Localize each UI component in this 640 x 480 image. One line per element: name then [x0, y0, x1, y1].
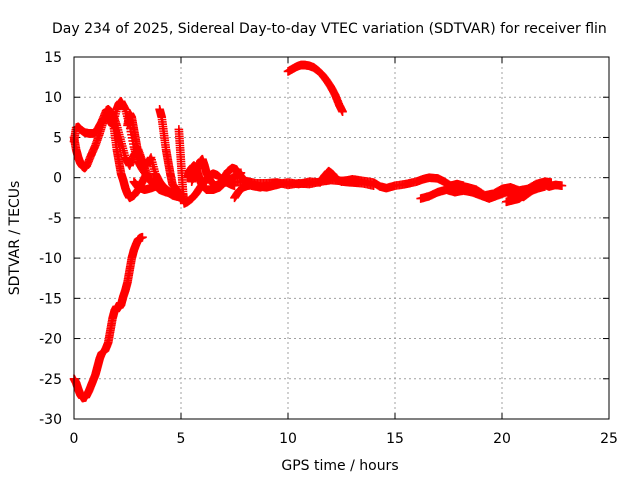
y-tick-label: -10 — [39, 251, 62, 267]
series-arc-f — [155, 104, 186, 199]
series-arc-m — [337, 173, 468, 193]
y-axis-label: SDTVAR / TECUs — [7, 181, 23, 296]
tick-labels: 0 5 10 15 20 25 15 10 5 0 -5 -10 -15 -20 -25 -30 — [39, 50, 618, 447]
data-point — [142, 169, 152, 178]
data-point — [138, 232, 147, 242]
series-arc-p — [501, 182, 550, 207]
x-tick-label: 5 — [177, 431, 186, 447]
y-tick-label: -30 — [39, 412, 62, 428]
grid — [74, 57, 609, 419]
y-tick-label: 5 — [53, 130, 62, 146]
x-tick-label: 15 — [386, 431, 404, 447]
y-tick-label: 0 — [53, 171, 62, 187]
y-tick-label: -5 — [48, 211, 62, 227]
plot-area — [69, 60, 567, 403]
x-tick-label: 20 — [493, 431, 511, 447]
series-arc-low — [69, 232, 147, 403]
series-arc-c — [108, 113, 152, 203]
x-tick-label: 10 — [279, 431, 297, 447]
series-arc-top — [283, 60, 347, 117]
data-point — [338, 107, 347, 117]
x-axis-label: GPS time / hours — [281, 458, 398, 474]
x-tick-label: 25 — [600, 431, 618, 447]
plot-frame — [73, 56, 610, 420]
y-tick-label: -20 — [39, 332, 62, 348]
y-tick-label: 15 — [44, 50, 62, 66]
y-tick-label: 10 — [44, 90, 62, 106]
y-tick-label: -25 — [39, 372, 62, 388]
chart-title: Day 234 of 2025, Sidereal Day-to-day VTE… — [52, 21, 607, 37]
y-tick-label: -15 — [39, 291, 62, 307]
data-point — [546, 178, 556, 187]
data-point — [557, 181, 567, 191]
data-point — [540, 182, 550, 191]
x-tick-label: 0 — [70, 431, 79, 447]
